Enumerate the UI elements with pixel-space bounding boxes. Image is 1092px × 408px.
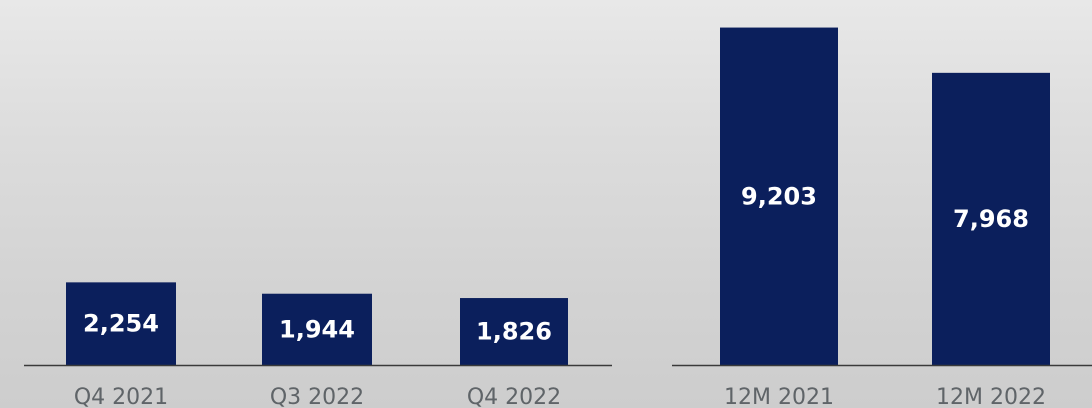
bar-12m-2021 [720,27,838,365]
category-label: 12M 2021 [724,385,834,408]
annual-chart-panel: 9,203 12M 2021 7,968 12M 2022 [672,27,1092,408]
category-label: Q4 2022 [467,385,561,408]
bar-value-label: 7,968 [953,205,1029,233]
category-label: 12M 2022 [936,385,1046,408]
bar-q3-2022 [262,293,372,365]
bar-value-label: 9,203 [741,182,817,210]
bar-value-label: 1,826 [476,318,552,346]
category-label: Q3 2022 [270,385,364,408]
quarterly-chart-panel: 2,254 Q4 2021 1,944 Q3 2022 1,826 Q4 2022 [24,282,612,408]
bar-12m-2022 [932,72,1050,365]
bar-q4-2021 [66,282,176,365]
bar-value-label: 2,254 [83,310,159,338]
bar-value-label: 1,944 [279,315,355,343]
bar-q4-2022 [460,298,568,365]
category-label: Q4 2021 [74,385,168,408]
